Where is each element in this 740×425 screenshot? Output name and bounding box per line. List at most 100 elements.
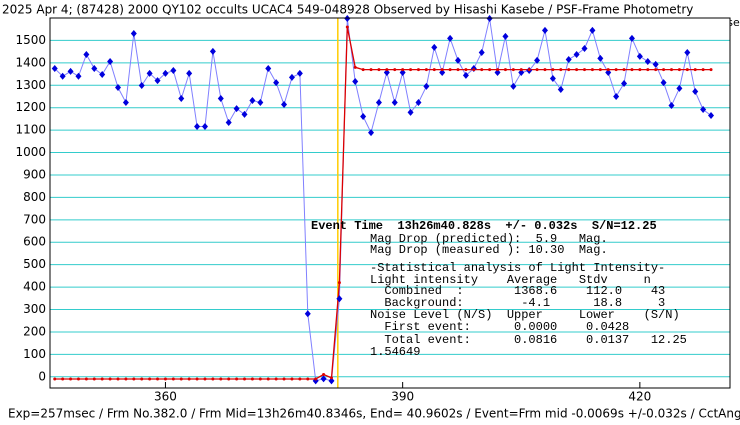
model-point	[243, 377, 247, 381]
model-point	[646, 68, 650, 72]
data-point	[194, 123, 201, 131]
model-point	[282, 377, 286, 381]
y-tick-label: 300	[23, 302, 46, 316]
data-point	[597, 54, 604, 62]
model-point	[416, 68, 420, 72]
data-point	[407, 108, 414, 116]
data-point	[391, 99, 398, 107]
y-tick-label: 1000	[15, 145, 46, 159]
data-point	[312, 377, 319, 385]
data-point	[502, 32, 509, 40]
data-point	[494, 68, 501, 76]
model-point	[662, 68, 666, 72]
data-point	[415, 99, 422, 107]
model-point	[53, 377, 57, 381]
model-point	[669, 68, 673, 72]
data-point	[510, 82, 517, 90]
model-point	[361, 68, 365, 72]
y-tick-label: 400	[23, 280, 46, 294]
model-point	[583, 68, 587, 72]
model-point	[693, 68, 697, 72]
data-point	[375, 99, 382, 107]
data-point	[83, 51, 90, 59]
data-point	[59, 72, 66, 80]
y-tick-label: 1300	[15, 78, 46, 92]
data-point	[241, 110, 248, 118]
data-point	[304, 310, 311, 318]
model-point	[116, 377, 120, 381]
model-point	[701, 68, 705, 72]
data-point	[668, 101, 675, 109]
model-point	[314, 377, 318, 381]
model-point	[709, 68, 713, 72]
model-point	[456, 68, 460, 72]
model-point	[385, 68, 389, 72]
data-point	[122, 99, 129, 107]
model-point	[448, 68, 452, 72]
model-point	[298, 377, 302, 381]
data-point	[249, 97, 256, 105]
model-point	[488, 68, 492, 72]
data-point	[99, 71, 106, 79]
model-point	[235, 377, 239, 381]
data-point	[51, 64, 58, 72]
data-point	[170, 66, 177, 74]
model-point	[163, 377, 167, 381]
data-point	[130, 29, 137, 37]
data-point	[296, 69, 303, 77]
data-point	[557, 86, 564, 94]
data-point	[360, 112, 367, 120]
model-point	[69, 377, 73, 381]
data-point	[201, 123, 208, 131]
y-tick-label: 700	[23, 212, 46, 226]
data-point	[288, 73, 295, 81]
y-tick-label: 200	[23, 324, 46, 338]
model-point	[274, 377, 278, 381]
data-point	[652, 60, 659, 68]
data-point	[692, 88, 699, 96]
annotation: Mag Drop (predicted): 5.9 Mag.	[370, 232, 608, 246]
model-point	[195, 377, 199, 381]
model-point	[329, 376, 333, 380]
data-point	[281, 101, 288, 109]
annotation: 1.54649	[370, 345, 420, 359]
model-point	[496, 68, 500, 72]
x-tick-label: 420	[628, 390, 651, 404]
model-point	[306, 377, 310, 381]
model-point	[638, 68, 642, 72]
data-point	[644, 58, 651, 66]
data-point	[660, 79, 667, 87]
data-point	[628, 34, 635, 42]
data-point	[676, 84, 683, 92]
model-point	[551, 68, 555, 72]
model-point	[92, 377, 96, 381]
model-point	[432, 68, 436, 72]
model-point	[369, 68, 373, 72]
data-point	[549, 75, 556, 83]
y-tick-label: 0	[38, 369, 46, 383]
data-point	[154, 77, 161, 85]
model-point	[614, 68, 618, 72]
data-point	[447, 34, 454, 42]
data-point	[621, 79, 628, 87]
data-point	[257, 99, 264, 107]
model-point	[203, 377, 207, 381]
model-point	[409, 68, 413, 72]
data-point	[162, 69, 169, 77]
y-tick-label: 1500	[15, 33, 46, 47]
data-point	[478, 49, 485, 57]
model-point	[266, 377, 270, 381]
annotation: Mag Drop (measured ): 10.30 Mag.	[370, 243, 608, 257]
model-point	[211, 377, 215, 381]
model-point	[559, 68, 563, 72]
data-point	[138, 81, 145, 89]
data-point	[217, 95, 224, 103]
model-point	[630, 68, 634, 72]
model-point	[511, 68, 515, 72]
model-point	[140, 377, 144, 381]
annotation: Combined : 1368.6 112.0 43	[370, 284, 665, 298]
x-tick-label: 360	[154, 390, 177, 404]
data-point	[320, 375, 327, 383]
data-point	[186, 69, 193, 77]
model-point	[685, 68, 689, 72]
